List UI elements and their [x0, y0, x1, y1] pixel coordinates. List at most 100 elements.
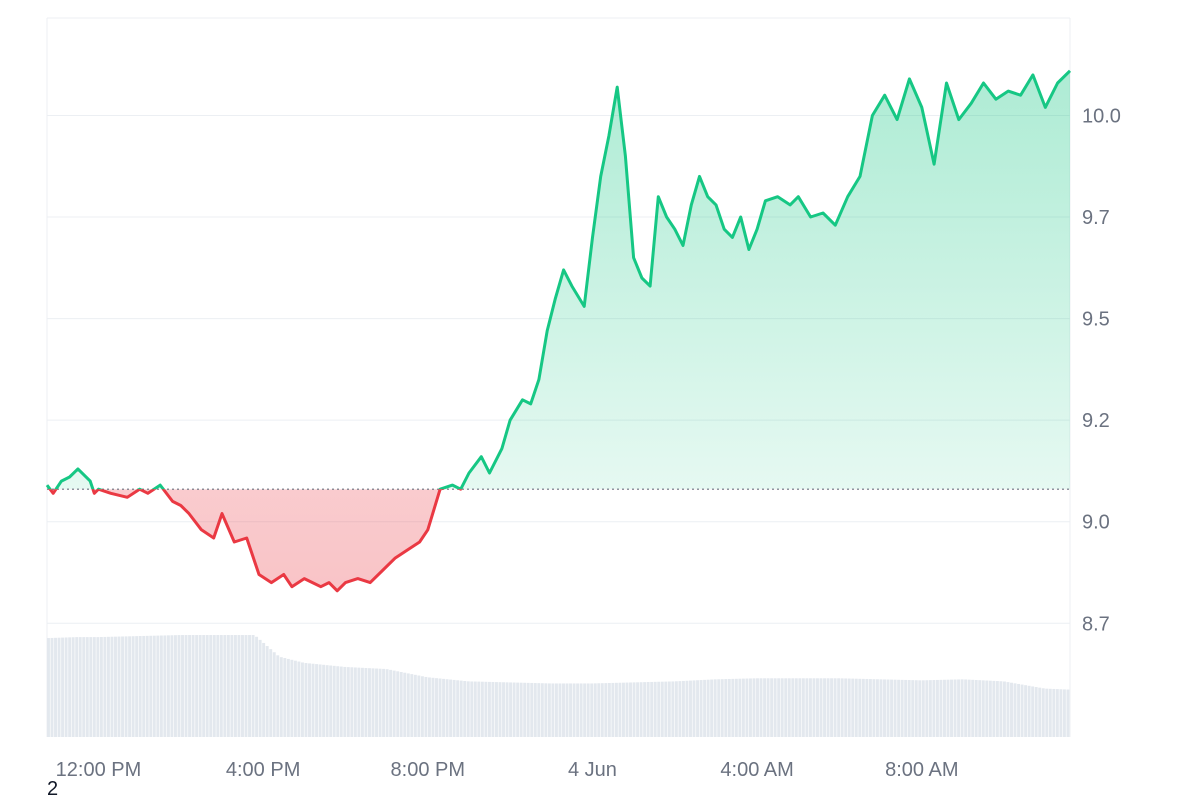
volume-bar: [223, 635, 227, 737]
volume-bar: [78, 637, 82, 737]
volume-bar: [533, 683, 537, 737]
volume-bar: [145, 635, 149, 737]
volume-bar: [1010, 682, 1013, 737]
volume-bar: [611, 682, 615, 737]
volume-bar: [992, 680, 996, 737]
volume-bar: [1034, 687, 1038, 737]
volume-bar: [413, 674, 417, 737]
volume-bar: [724, 679, 728, 737]
volume-bar: [505, 682, 509, 737]
volume-bar: [1027, 685, 1031, 737]
volume-bar: [1031, 686, 1035, 737]
volume-bar: [357, 667, 361, 737]
volume-bar: [68, 637, 72, 737]
volume-bar: [858, 678, 862, 737]
volume-bar: [322, 664, 326, 737]
volume-bars: [47, 635, 1070, 737]
volume-bar: [971, 679, 975, 737]
volume-bar: [85, 637, 89, 737]
volume-bar: [801, 678, 805, 737]
volume-bar: [639, 682, 643, 737]
volume-bar: [569, 683, 573, 737]
volume-bar: [339, 666, 343, 737]
volume-bar: [840, 678, 844, 737]
volume-bar: [978, 680, 982, 737]
volume-bar: [209, 635, 213, 737]
volume-bar: [424, 676, 428, 737]
volume-bar: [667, 681, 671, 737]
volume-bar: [114, 636, 117, 737]
volume-bar: [198, 635, 202, 737]
volume-bar: [96, 637, 100, 737]
volume-bar: [456, 680, 460, 737]
volume-bar: [763, 678, 767, 737]
volume-bar: [805, 678, 809, 737]
volume-bar: [861, 678, 865, 737]
volume-bar: [921, 680, 925, 737]
volume-bar: [166, 635, 170, 737]
volume-bar: [988, 680, 992, 737]
volume-bar: [777, 678, 781, 737]
volume-bar: [343, 666, 347, 737]
volume-bar: [498, 682, 502, 737]
volume-bar: [999, 681, 1003, 737]
volume-bar: [1066, 689, 1070, 737]
volume-bar: [1062, 689, 1066, 737]
x-tick-label: 12:00 PM: [56, 759, 142, 781]
volume-bar: [812, 678, 816, 737]
volume-bar: [509, 682, 513, 737]
volume-bar: [216, 635, 220, 737]
volume-bar: [653, 681, 657, 737]
volume-bar: [173, 635, 177, 737]
volume-bar: [255, 636, 259, 737]
volume-bar: [300, 662, 304, 737]
volume-bar: [442, 678, 446, 737]
volume-bar: [1024, 685, 1028, 737]
volume-bar: [1017, 683, 1021, 737]
volume-bar: [311, 663, 315, 737]
volume-bar: [547, 683, 551, 737]
volume-bar: [188, 635, 192, 737]
volume-bar: [1038, 687, 1042, 737]
volume-bar: [837, 678, 841, 737]
volume-bar: [883, 679, 886, 737]
volume-bar: [681, 680, 685, 737]
volume-bar: [1041, 688, 1045, 737]
volume-bar: [121, 636, 125, 737]
volume-bar: [844, 678, 848, 737]
volume-bar: [674, 681, 678, 737]
volume-bar: [854, 678, 858, 737]
x-tick-label: 8:00 AM: [885, 759, 958, 781]
volume-bar: [544, 683, 548, 737]
volume-bar: [678, 681, 682, 737]
volume-bar: [473, 681, 477, 737]
volume-bar: [325, 665, 329, 737]
volume-bar: [392, 670, 396, 737]
volume-bar: [918, 680, 922, 737]
y-tick-label: 9.7: [1082, 207, 1110, 229]
x-tick-label: 4:00 PM: [226, 759, 300, 781]
volume-bar: [791, 678, 795, 737]
footnote-number: 2: [47, 778, 59, 800]
volume-bar: [741, 678, 745, 737]
volume-bar: [897, 679, 901, 737]
volume-bar: [346, 667, 350, 737]
volume-bar: [660, 681, 664, 737]
volume-bar: [1013, 683, 1017, 737]
volume-bar: [872, 679, 876, 737]
volume-bar: [935, 679, 939, 737]
volume-bar: [279, 657, 283, 737]
volume-bar: [135, 636, 139, 737]
volume-bar: [689, 680, 692, 737]
volume-bar: [900, 679, 904, 737]
volume-bar: [399, 672, 403, 737]
volume-bar: [738, 678, 742, 737]
volume-bar: [258, 639, 262, 737]
volume-bar: [819, 678, 823, 737]
volume-bar: [262, 642, 266, 737]
volume-bar: [773, 678, 777, 737]
volume-bar: [523, 682, 527, 737]
volume-bar: [808, 678, 812, 737]
price-line: [45, 69, 1072, 593]
volume-bar: [530, 682, 534, 737]
